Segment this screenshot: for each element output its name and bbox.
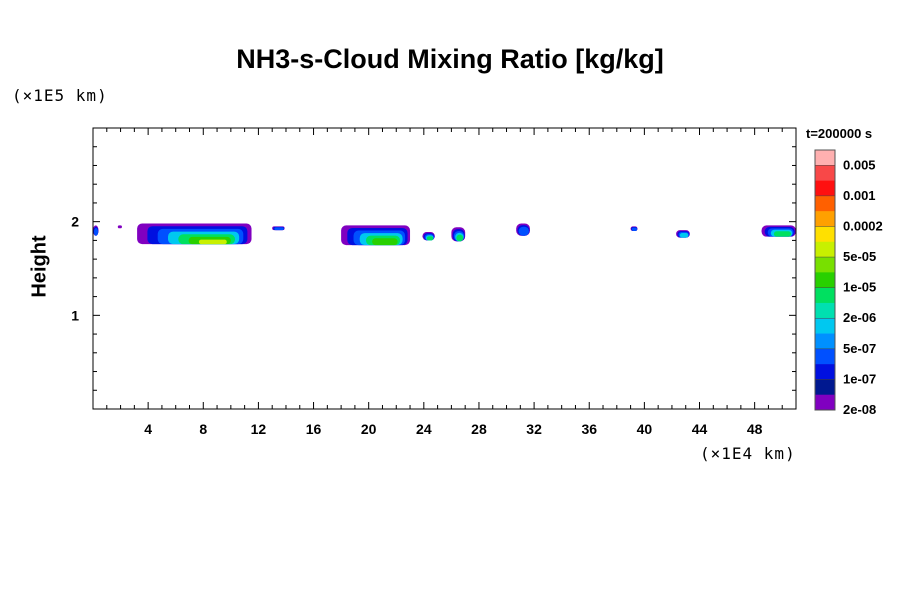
cloud-patch-contour [456,234,464,242]
colorbar-label: 0.0002 [843,218,883,233]
colorbar-swatch [815,211,835,227]
y-tick-label: 1 [71,307,79,323]
colorbar-swatch [815,272,835,288]
cloud-patch-contour [198,239,227,245]
x-tick-label: 24 [416,421,432,437]
cloud-patch-contour [518,226,529,236]
colorbar-swatch [815,379,835,396]
colorbar-label: 5e-07 [843,341,876,356]
y-axis-unit: (×1E5 km) [12,86,108,105]
cloud-patch-contour [274,227,284,231]
colorbar-swatch [815,302,835,319]
colorbar-swatch [815,241,835,258]
cloud-patch-contour [426,236,434,241]
cloud-patch-contour [631,227,637,232]
colorbar-swatch [815,318,835,334]
x-tick-label: 8 [199,421,207,437]
cloud-patch-contour [773,231,792,237]
cloud-patch-contour [117,225,122,229]
colorbar-title: t=200000 s [806,126,873,141]
plot-frame [92,127,797,410]
colorbar-swatch [815,195,835,212]
x-tick-label: 16 [306,421,322,437]
colorbar: 0.005 0.001 0.0002 5e-05 1e-05 2e-06 5e-07 1e-0… [814,149,883,417]
x-tick-label: 40 [637,421,653,437]
cloud-patch-contour [372,238,398,246]
colorbar-label: 2e-08 [843,402,876,417]
x-tick-label: 20 [361,421,377,437]
x-tick-label: 4 [144,421,152,437]
colorbar-label: 1e-05 [843,280,876,295]
colorbar-swatch [815,364,835,380]
y-tick-label: 2 [71,214,79,230]
colorbar-label: 0.001 [843,188,876,203]
cloud-patch-contour [679,233,689,238]
colorbar-label: 2e-06 [843,310,876,325]
cloud-patch-contour [93,228,99,236]
colorbar-swatch [815,226,835,243]
colorbar-label: 0.005 [843,157,876,172]
colorbar-swatch [815,180,835,197]
colorbar-label: 5e-05 [843,249,876,264]
x-tick-label: 32 [526,421,542,437]
x-axis-unit: (×1E4 km) [700,444,796,463]
x-tick-label: 44 [692,421,708,437]
colorbar-swatch [815,287,835,304]
colorbar-swatch [815,333,835,350]
colorbar-swatch [815,150,835,166]
colorbar-swatch [815,257,835,273]
colorbar-swatch [815,348,835,365]
colorbar-swatch [815,165,835,181]
x-tick-label: 28 [471,421,487,437]
x-tick-label: 48 [747,421,763,437]
x-tick-label: 12 [251,421,267,437]
colorbar-swatch [815,394,835,411]
colorbar-label: 1e-07 [843,371,876,386]
x-tick-label: 36 [581,421,597,437]
chart-title: NH3-s-Cloud Mixing Ratio [kg/kg] [236,44,664,74]
cloud-layer [93,223,796,246]
